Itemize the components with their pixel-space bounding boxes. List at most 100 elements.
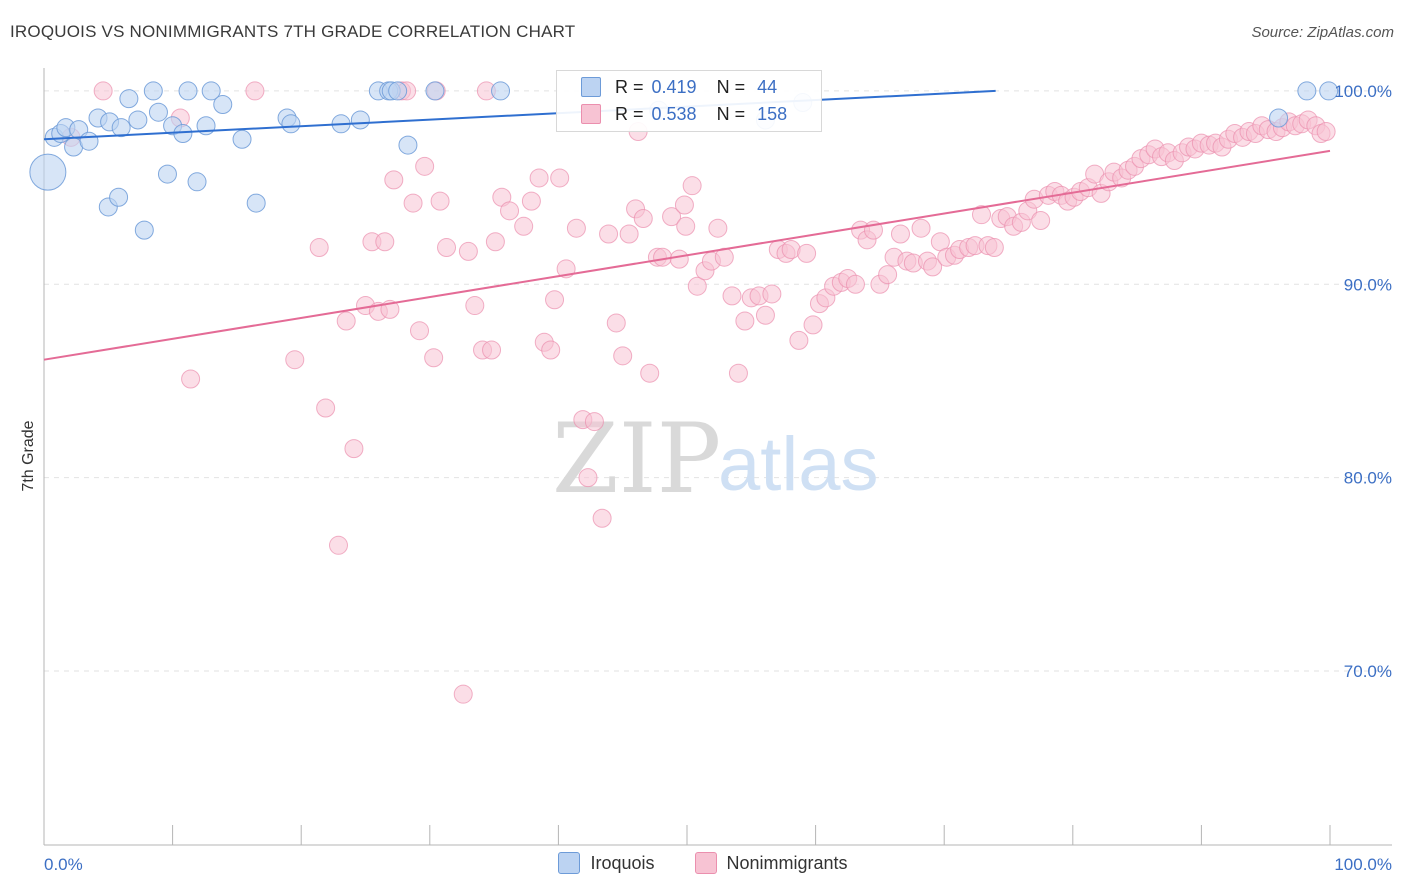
nonimmigrants-points xyxy=(61,81,1336,704)
nonimmigrants-point xyxy=(592,508,612,528)
legend-row-nonimmigrants: R = 0.538 N = 158 xyxy=(581,102,787,126)
nonimmigrants-point xyxy=(316,398,336,418)
iroquois-point xyxy=(388,81,408,101)
nonimmigrants-point xyxy=(613,346,633,366)
source-credit: Source: ZipAtlas.com xyxy=(1251,24,1394,41)
nonimmigrants-point xyxy=(529,168,549,188)
nonimmigrants-point xyxy=(181,369,201,389)
axes xyxy=(43,68,1392,846)
nonimmigrants-legend-swatch xyxy=(694,852,717,874)
iroquois-n-label: N = xyxy=(716,76,746,97)
iroquois-point xyxy=(201,81,221,101)
nonimmigrants-point xyxy=(728,363,748,383)
nonimmigrants-point xyxy=(566,218,586,238)
watermark-atlas: atlas xyxy=(718,422,879,507)
nonimmigrants-point xyxy=(458,241,478,261)
stats-legend: R = 0.419 N = 44 R = 0.538 N = 158 xyxy=(556,70,822,132)
nonimmigrants-point xyxy=(93,81,113,101)
iroquois-point xyxy=(350,110,370,130)
iroquois-r-value: 0.419 xyxy=(651,76,697,97)
iroquois-point xyxy=(281,114,301,134)
nonimmigrants-r-label: R = xyxy=(615,103,644,124)
nonimmigrants-n-label: N = xyxy=(716,103,746,124)
nonimmigrants-point xyxy=(500,201,520,221)
watermark: ZIP atlas xyxy=(552,403,879,515)
nonimmigrants-point xyxy=(984,238,1004,258)
iroquois-n-value: 44 xyxy=(757,76,778,97)
iroquois-point xyxy=(187,172,207,192)
nonimmigrants-point xyxy=(384,170,404,190)
iroquois-point xyxy=(1297,81,1317,101)
nonimmigrants-point xyxy=(437,238,457,258)
nonimmigrants-point xyxy=(640,363,660,383)
nonimmigrants-point xyxy=(911,218,931,238)
iroquois-legend-swatch xyxy=(558,852,581,874)
iroquois-swatch xyxy=(581,77,601,97)
iroquois-point xyxy=(246,193,266,213)
y-axis-title: 7th Grade xyxy=(20,420,37,491)
iroquois-point xyxy=(148,102,168,122)
chart-title: IROQUOIS VS NONIMMIGRANTS 7TH GRADE CORR… xyxy=(10,22,576,41)
nonimmigrants-point xyxy=(674,195,694,215)
nonimmigrants-point xyxy=(789,330,809,350)
nonimmigrants-point xyxy=(309,238,329,258)
iroquois-point xyxy=(109,187,129,207)
nonimmigrants-point xyxy=(465,296,485,316)
nonimmigrants-point xyxy=(1031,210,1051,230)
iroquois-point xyxy=(178,81,198,101)
nonimmigrants-r-value: 0.538 xyxy=(651,103,697,124)
nonimmigrants-point xyxy=(762,284,782,304)
iroquois-point xyxy=(143,81,163,101)
iroquois-r-label: R = xyxy=(615,76,644,97)
nonimmigrants-point xyxy=(328,535,348,555)
nonimmigrants-point xyxy=(878,265,898,285)
nonimmigrants-point xyxy=(545,290,565,310)
y-tick-label-70: 70.0% xyxy=(1344,662,1392,681)
nonimmigrants-point xyxy=(584,412,604,432)
nonimmigrants-point xyxy=(797,243,817,263)
legend-item-nonimmigrants[interactable]: Nonimmigrants xyxy=(694,852,848,874)
iroquois-point xyxy=(491,81,511,101)
x-tick-label-max: 100.0% xyxy=(1334,855,1392,874)
nonimmigrants-trend-line xyxy=(43,149,1331,361)
nonimmigrants-point xyxy=(541,340,561,360)
iroquois-point xyxy=(232,129,252,149)
nonimmigrants-point xyxy=(845,274,865,294)
nonimmigrants-point xyxy=(708,218,728,238)
nonimmigrants-point xyxy=(482,340,502,360)
iroquois-point xyxy=(425,81,445,101)
iroquois-point xyxy=(1269,108,1289,128)
nonimmigrants-point xyxy=(687,276,707,296)
nonimmigrants-point xyxy=(890,224,910,244)
nonimmigrants-point xyxy=(521,191,541,211)
nonimmigrants-point xyxy=(430,191,450,211)
nonimmigrants-point xyxy=(344,439,364,459)
nonimmigrants-point xyxy=(550,168,570,188)
iroquois-point xyxy=(79,131,99,151)
iroquois-point xyxy=(128,110,148,130)
nonimmigrants-point xyxy=(410,321,430,341)
iroquois-point xyxy=(111,118,131,138)
legend-item-iroquois[interactable]: Iroquois xyxy=(558,852,655,874)
nonimmigrants-point xyxy=(485,232,505,252)
nonimmigrants-point xyxy=(453,684,473,704)
nonimmigrants-point xyxy=(403,193,423,213)
nonimmigrants-point xyxy=(923,257,943,277)
iroquois-legend-label: Iroquois xyxy=(590,852,655,873)
y-tick-label-80: 80.0% xyxy=(1344,469,1392,488)
x-tick-label-min: 0.0% xyxy=(44,855,83,874)
nonimmigrants-point xyxy=(606,313,626,333)
nonimmigrants-point xyxy=(803,315,823,335)
nonimmigrants-point xyxy=(735,311,755,331)
iroquois-point xyxy=(29,153,67,191)
nonimmigrants-swatch xyxy=(581,104,601,124)
y-tick-label-100: 100.0% xyxy=(1334,82,1392,101)
nonimmigrants-point xyxy=(514,216,534,236)
y-tick-label-90: 90.0% xyxy=(1344,275,1392,294)
nonimmigrants-point xyxy=(682,176,702,196)
iroquois-point xyxy=(157,164,177,184)
iroquois-point xyxy=(213,94,233,114)
nonimmigrants-point xyxy=(669,249,689,269)
nonimmigrants-point xyxy=(424,348,444,368)
